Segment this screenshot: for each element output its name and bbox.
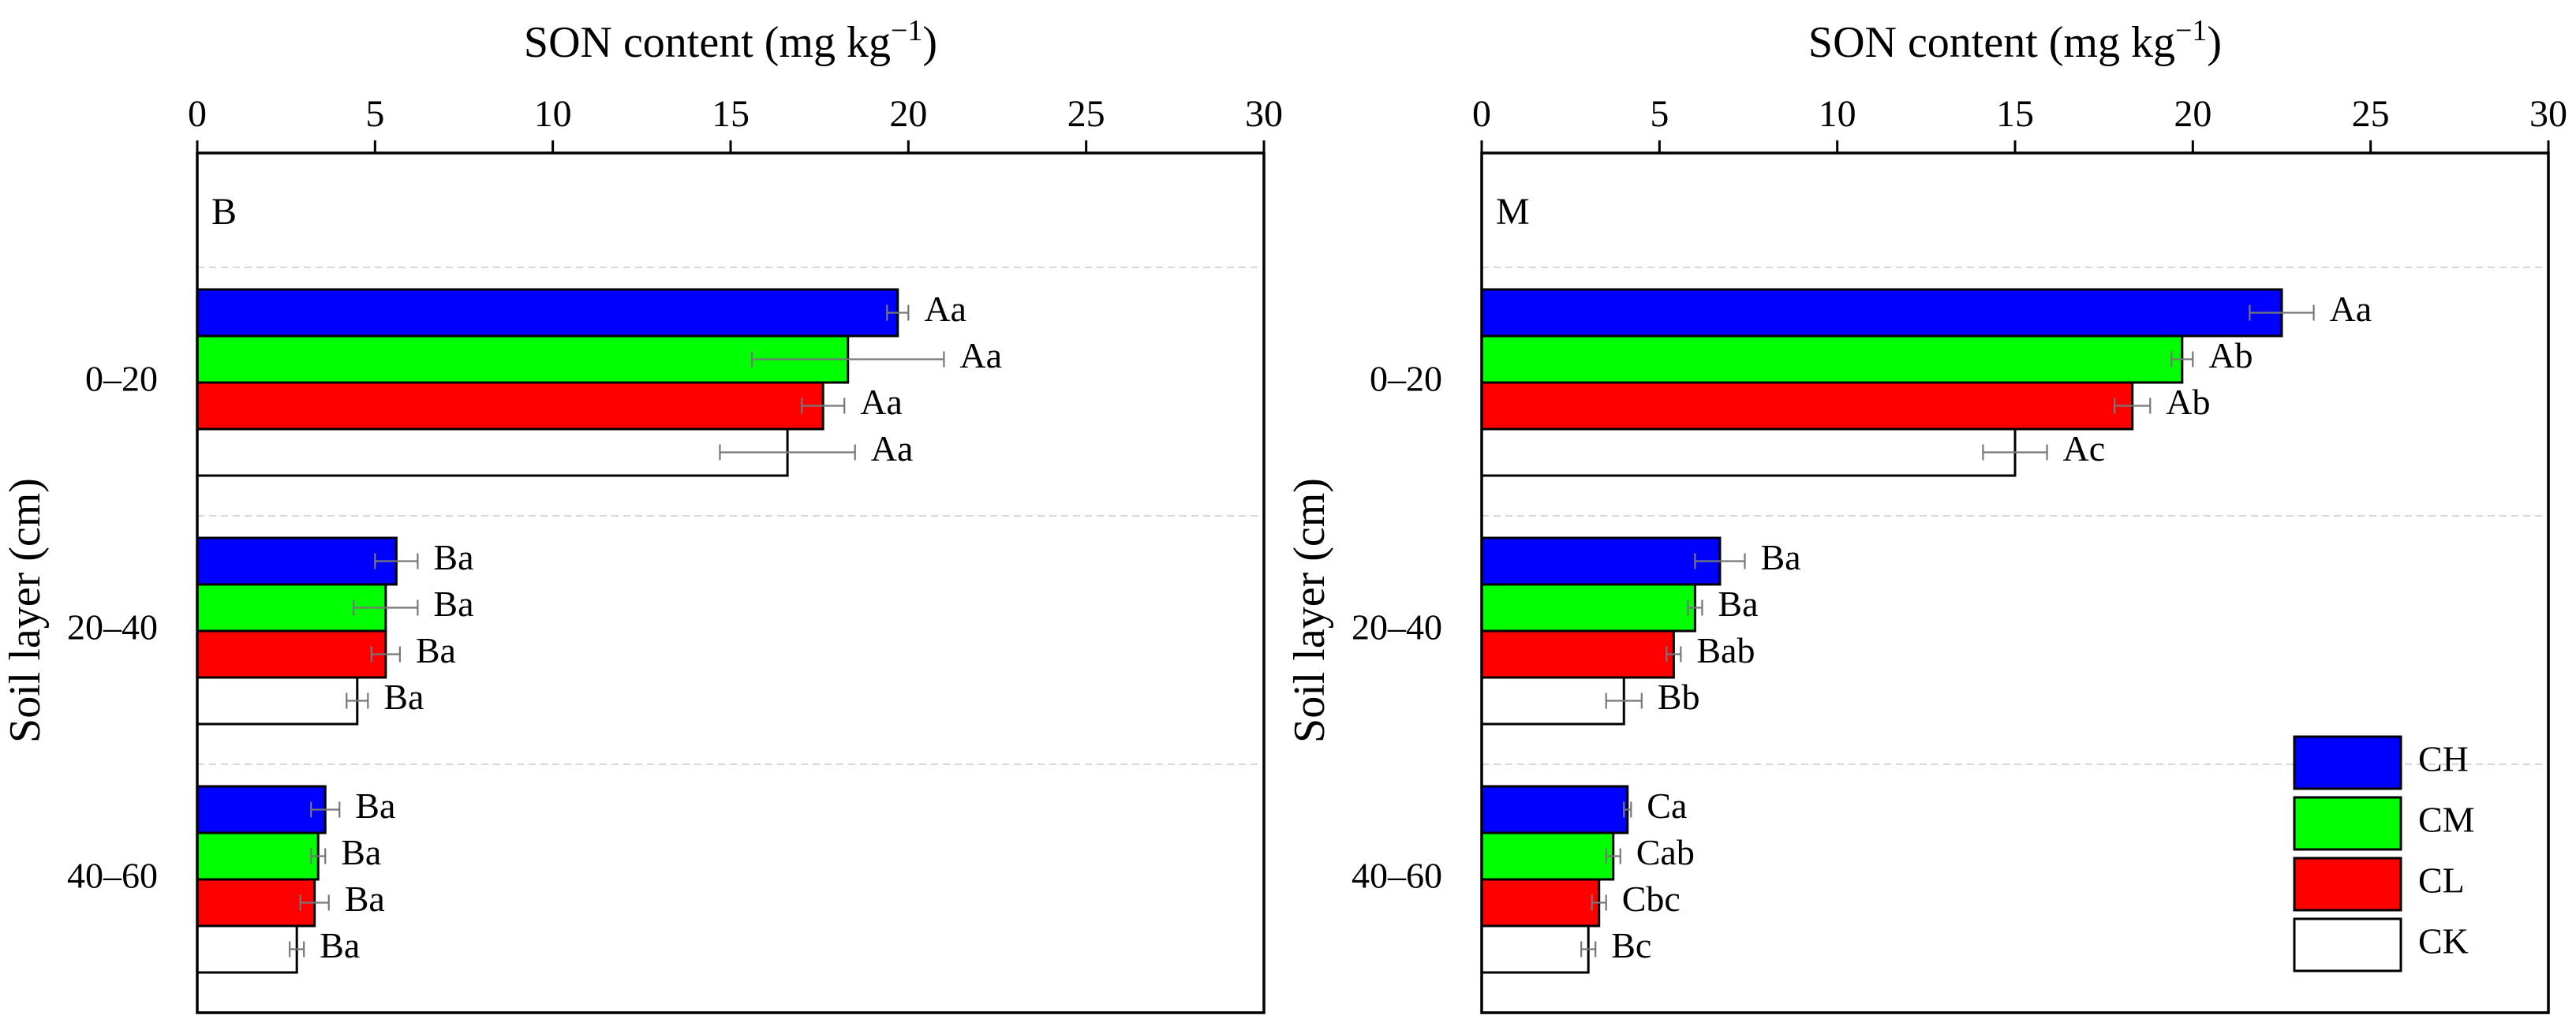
x-tick-label: 5 xyxy=(365,93,384,135)
bar-label: Ba xyxy=(416,630,456,670)
x-tick-label: 25 xyxy=(1067,93,1105,135)
bar-label: Aa xyxy=(2330,289,2372,329)
category-label: 20–40 xyxy=(1352,607,1442,648)
legend-swatch-ck xyxy=(2293,917,2402,972)
bar-ch-1 xyxy=(196,536,398,586)
bar-label: Ba xyxy=(341,832,381,872)
x-tick-label: 10 xyxy=(534,93,572,135)
bar-ch-0 xyxy=(196,288,899,338)
bar-cm-0 xyxy=(1480,334,2184,384)
legend-label-ch: CH xyxy=(2418,739,2469,779)
bar-ch-0 xyxy=(1480,288,2283,338)
bar-ck-0 xyxy=(196,427,789,477)
bar-label: Ca xyxy=(1647,786,1687,826)
x-tick-label: 5 xyxy=(1650,93,1669,135)
bar-ch-2 xyxy=(1480,785,1629,834)
legend-label-cl: CL xyxy=(2418,860,2465,901)
category-label: 0–20 xyxy=(1370,359,1442,399)
x-tick-label: 0 xyxy=(1472,93,1491,135)
bar-cl-2 xyxy=(196,878,316,928)
legend-label-ck: CK xyxy=(2418,921,2469,961)
bar-ck-0 xyxy=(1480,427,2017,477)
bar-ck-2 xyxy=(196,924,298,974)
x-tick-label: 20 xyxy=(2174,93,2211,135)
bar-cl-1 xyxy=(1480,629,1675,679)
bar-label: Cab xyxy=(1636,832,1695,872)
bar-cl-0 xyxy=(1480,381,2134,431)
x-tick-label: 30 xyxy=(1245,93,1283,135)
x-tick-label: 15 xyxy=(712,93,750,135)
bar-cm-1 xyxy=(1480,583,1696,633)
bar-label: Ba xyxy=(345,879,385,919)
panel-label: M xyxy=(1496,191,1530,233)
bar-label: Ab xyxy=(2208,335,2253,375)
bar-label: Ba xyxy=(433,537,473,577)
bar-label: Ba xyxy=(320,925,360,965)
x-tick-label: 0 xyxy=(188,93,207,135)
bar-label: Bb xyxy=(1658,677,1700,717)
bar-ch-2 xyxy=(196,785,327,834)
bar-ck-2 xyxy=(1480,924,1590,974)
bar-label: Bab xyxy=(1696,630,1755,670)
x-axis-title: SON content (mg kg−1) xyxy=(1808,14,2222,67)
x-axis-title: SON content (mg kg−1) xyxy=(524,14,937,67)
panel-left: Aa Ba Ba Aa Ba Ba Aa Ba Ba Aa Ba Ba 0–20 20–40 40–60 0 5… xyxy=(1,14,1283,1014)
x-tick-label: 20 xyxy=(889,93,927,135)
bar-label: Cbc xyxy=(1622,879,1681,919)
category-label: 40–60 xyxy=(67,856,158,896)
bar-cm-2 xyxy=(1480,831,1615,881)
legend-swatch-ch xyxy=(2293,735,2402,790)
legend-swatch-cm xyxy=(2293,796,2402,851)
bar-cl-1 xyxy=(196,629,387,679)
panel-right: Aa Ba Ca Ab Ba Cab Ab Bab Cbc Ac Bb Bc 0–20 20–40 40–6… xyxy=(1285,14,2567,1014)
bar-cm-0 xyxy=(196,334,850,384)
bar-label: Ab xyxy=(2166,382,2210,422)
y-axis-title: Soil layer (cm) xyxy=(1,478,50,743)
bar-label: Aa xyxy=(924,289,966,329)
bar-label: Ac xyxy=(2063,428,2106,468)
bar-label: Bc xyxy=(1611,925,1651,965)
x-tick-label: 15 xyxy=(1996,93,2034,135)
category-label: 20–40 xyxy=(67,607,158,648)
bar-ck-1 xyxy=(1480,676,1625,726)
x-tick-label: 25 xyxy=(2352,93,2390,135)
y-axis-title: Soil layer (cm) xyxy=(1285,478,1334,743)
bar-ch-1 xyxy=(1480,536,1722,586)
bar-ck-1 xyxy=(196,676,359,726)
bar-label: Aa xyxy=(860,382,903,422)
bar-label: Aa xyxy=(959,335,1002,375)
bar-label: Ba xyxy=(1718,584,1758,624)
bar-cm-2 xyxy=(196,831,320,881)
bar-label: Ba xyxy=(383,677,424,717)
bar-label: Ba xyxy=(433,584,473,624)
bar-cl-2 xyxy=(1480,878,1601,928)
legend-label-cm: CM xyxy=(2418,800,2475,840)
category-label: 0–20 xyxy=(85,359,158,399)
x-tick-label: 10 xyxy=(1819,93,1856,135)
panel-label: B xyxy=(211,191,237,233)
category-label: 40–60 xyxy=(1352,856,1442,896)
bar-cl-0 xyxy=(196,381,824,431)
bar-label: Aa xyxy=(871,428,914,468)
legend-swatch-cl xyxy=(2293,857,2402,912)
x-tick-label: 30 xyxy=(2529,93,2567,135)
bar-label: Ba xyxy=(1760,537,1800,577)
bar-label: Ba xyxy=(355,786,395,826)
